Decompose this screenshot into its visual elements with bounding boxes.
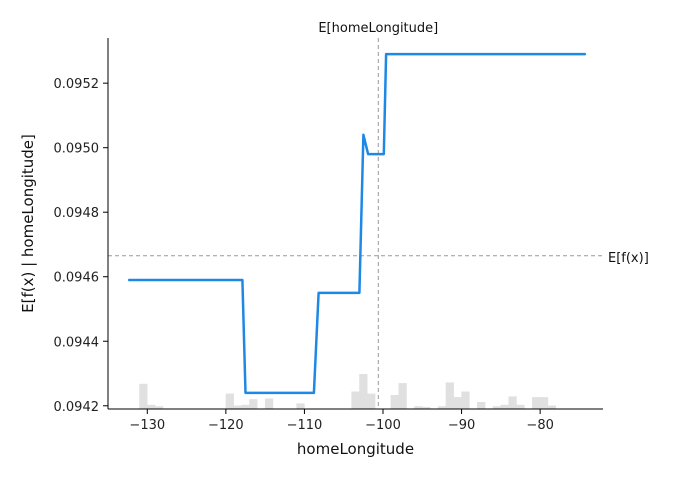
x-axis-title: homeLongitude xyxy=(297,440,414,458)
y-tick-label: 0.0946 xyxy=(54,271,100,286)
histogram-bar xyxy=(359,374,368,409)
histogram-bar xyxy=(547,405,557,409)
histogram-bar xyxy=(154,406,164,409)
mean-prediction-reference-label: E[f(x)] xyxy=(608,251,649,266)
histogram-bar xyxy=(453,397,462,409)
y-tick-label: 0.0948 xyxy=(54,206,100,221)
histogram-bar xyxy=(398,383,407,409)
histogram-bar xyxy=(367,393,376,409)
histogram-bar xyxy=(532,397,541,409)
x-tick-label: −120 xyxy=(208,418,244,433)
x-tick-label: −90 xyxy=(448,418,475,433)
series-layer xyxy=(127,52,587,395)
histogram-bar xyxy=(390,395,399,409)
histogram-bar xyxy=(264,398,274,409)
histogram-bar xyxy=(492,406,502,409)
x-tick-label: −130 xyxy=(129,418,165,433)
histogram-bar xyxy=(508,396,517,409)
histogram-bar xyxy=(477,402,486,409)
y-ticks: 0.0942 0.0944 0.0946 0.0948 0.0950 0.0952 xyxy=(54,77,108,415)
histogram-bar xyxy=(241,404,250,409)
histogram-bar xyxy=(539,397,549,409)
histogram-bar xyxy=(351,391,360,409)
series-line xyxy=(127,52,587,395)
y-tick-label: 0.0952 xyxy=(54,77,100,92)
x-tick-label: −110 xyxy=(287,418,323,433)
reference-lines: E[homeLongitude] E[f(x)] xyxy=(108,21,649,409)
histogram-bar xyxy=(414,406,423,409)
histogram-bar xyxy=(500,404,509,409)
histogram-bar xyxy=(225,393,234,409)
histogram-bar xyxy=(437,406,447,409)
histogram-bar xyxy=(249,399,258,409)
histogram xyxy=(139,374,557,409)
histogram-bar xyxy=(296,403,305,409)
histogram-bar xyxy=(461,391,470,409)
histogram-bar xyxy=(516,404,525,409)
histogram-bar xyxy=(422,406,431,409)
y-axis-title: E[f(x) | homeLongitude] xyxy=(19,134,37,313)
histogram-bar xyxy=(139,383,148,409)
histogram-bar xyxy=(233,405,242,409)
x-ticks: −130 −120 −110 −100 −90 −80 xyxy=(129,409,554,433)
axes xyxy=(107,38,603,410)
y-tick-label: 0.0942 xyxy=(54,400,100,415)
x-tick-label: −80 xyxy=(526,418,553,433)
histogram-bar xyxy=(147,404,156,409)
mean-x-reference-label: E[homeLongitude] xyxy=(318,21,438,36)
y-tick-label: 0.0950 xyxy=(54,142,100,157)
histogram-bar xyxy=(445,382,454,409)
y-tick-label: 0.0944 xyxy=(54,335,100,350)
x-tick-label: −100 xyxy=(365,418,401,433)
